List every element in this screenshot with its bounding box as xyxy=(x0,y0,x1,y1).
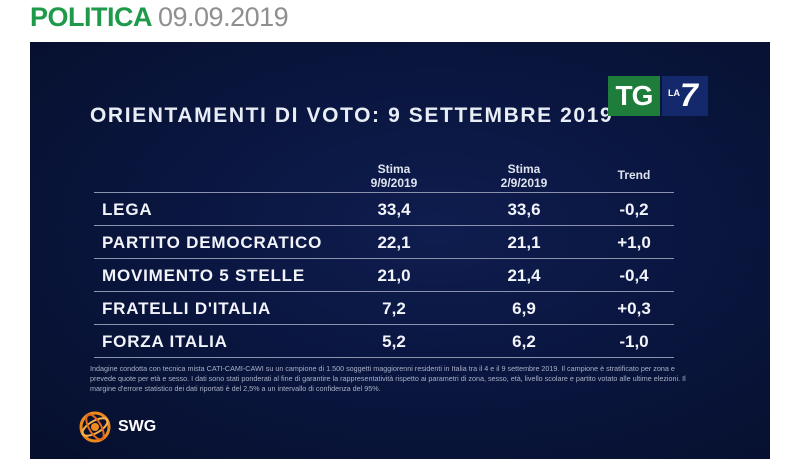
poll-title: ORIENTAMENTI DI VOTO: 9 SETTEMBRE 2019 xyxy=(90,104,614,127)
tg-logo-block: TG xyxy=(608,76,660,116)
methodology-note: Indagine condotta con tecnica mista CATI… xyxy=(90,364,686,393)
current-estimate: 33,4 xyxy=(377,200,411,219)
column-header-trend: Trend xyxy=(617,168,651,182)
table-row: MOVIMENTO 5 STELLE 21,0 21,4 -0,4 xyxy=(94,259,674,292)
trend-value: -0,2 xyxy=(619,200,649,219)
table-row: FORZA ITALIA 5,2 6,2 -1,0 xyxy=(94,325,674,358)
current-estimate: 22,1 xyxy=(377,233,411,252)
party-name: FRATELLI D'ITALIA xyxy=(102,299,272,318)
previous-estimate: 33,6 xyxy=(507,200,541,219)
header-date: 09.09.2019 xyxy=(158,2,289,32)
column-header-previous: Stima 2/9/2019 xyxy=(476,162,572,190)
swg-globe-icon xyxy=(79,411,111,443)
la7-logo-block: LA 7 xyxy=(662,76,708,116)
party-name: FORZA ITALIA xyxy=(102,332,228,351)
page-header: POLITICA 09.09.2019 xyxy=(30,2,289,36)
section-label: POLITICA xyxy=(30,2,153,32)
trend-value: +0,3 xyxy=(617,299,651,318)
column-header-current: Stima 9/9/2019 xyxy=(346,162,442,190)
poll-panel: ORIENTAMENTI DI VOTO: 9 SETTEMBRE 2019 T… xyxy=(30,42,770,459)
seven-text: 7 xyxy=(680,77,698,113)
la-text: LA xyxy=(668,88,680,98)
column-header-previous-line1: Stima xyxy=(507,162,541,176)
swg-logo: SWG xyxy=(78,410,188,446)
current-estimate: 5,2 xyxy=(382,332,406,351)
previous-estimate: 21,1 xyxy=(507,233,541,252)
previous-estimate: 6,9 xyxy=(512,299,536,318)
current-estimate: 7,2 xyxy=(382,299,406,318)
party-name: LEGA xyxy=(102,200,153,219)
results-table: LEGA 33,4 33,6 -0,2 PARTITO DEMOCRATICO … xyxy=(94,192,674,358)
column-header-current-line2: 9/9/2019 xyxy=(370,176,418,190)
party-name: MOVIMENTO 5 STELLE xyxy=(102,266,305,285)
trend-value: +1,0 xyxy=(617,233,651,252)
trend-value: -1,0 xyxy=(619,332,649,351)
previous-estimate: 21,4 xyxy=(507,266,541,285)
swg-label: SWG xyxy=(118,418,157,435)
party-name: PARTITO DEMOCRATICO xyxy=(102,233,323,252)
current-estimate: 21,0 xyxy=(377,266,411,285)
table-row: FRATELLI D'ITALIA 7,2 6,9 +0,3 xyxy=(94,292,674,325)
column-header-current-line1: Stima xyxy=(377,162,411,176)
tgla7-logo: TG LA 7 xyxy=(608,76,708,116)
table-row: PARTITO DEMOCRATICO 22,1 21,1 +1,0 xyxy=(94,226,674,259)
previous-estimate: 6,2 xyxy=(512,332,536,351)
table-row: LEGA 33,4 33,6 -0,2 xyxy=(94,193,674,226)
trend-value: -0,4 xyxy=(619,266,649,285)
column-header-previous-line2: 2/9/2019 xyxy=(500,176,548,190)
